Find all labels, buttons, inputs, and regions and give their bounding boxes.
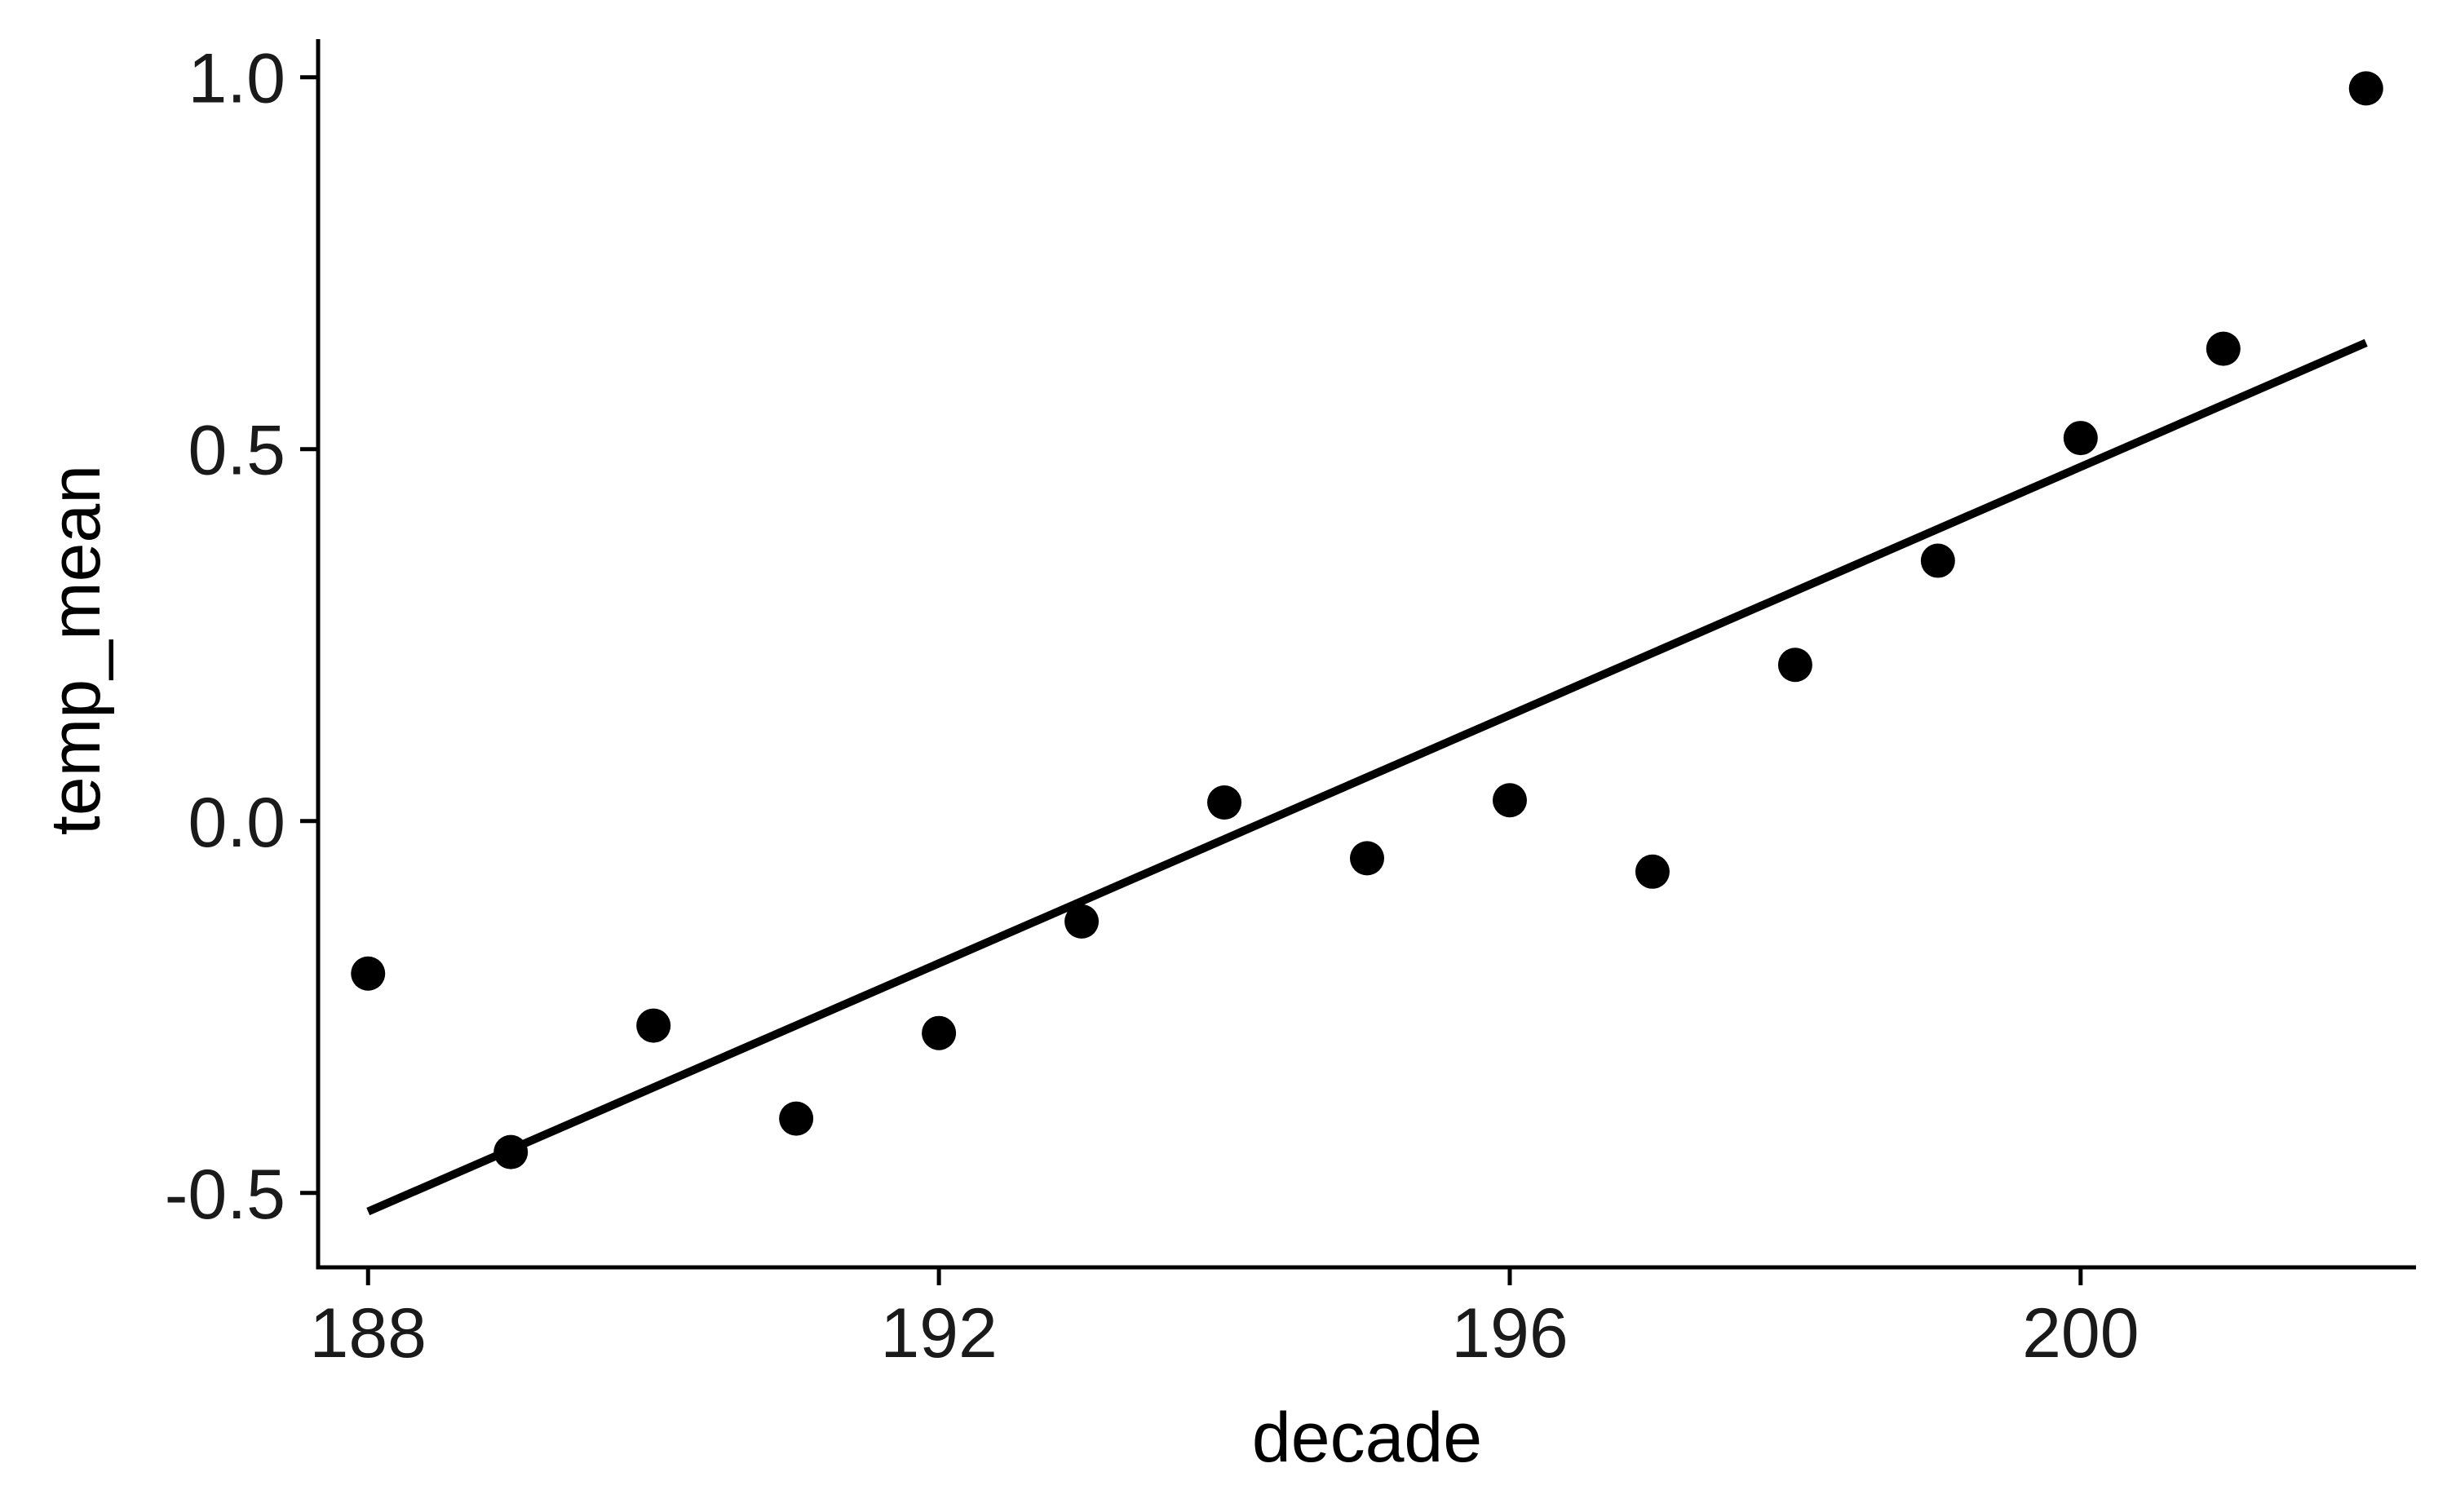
y-tick-label: -0.5 — [165, 1156, 285, 1234]
data-point — [2206, 331, 2241, 366]
data-point — [2348, 71, 2383, 106]
ticks: 188 192 196 200 -0.5 0.0 0.5 1.0 — [165, 40, 2139, 1373]
data-point — [493, 1134, 529, 1169]
x-axis-title: decade — [1252, 1399, 1482, 1477]
y-tick-label: 0.5 — [188, 412, 285, 490]
data-point — [2063, 421, 2098, 456]
y-tick-label: 0.0 — [188, 784, 285, 862]
data-point — [1064, 904, 1100, 939]
y-tick-label: 1.0 — [188, 40, 285, 118]
trend-line — [366, 338, 2368, 1216]
data-point — [1350, 841, 1384, 876]
data-point — [1920, 543, 1955, 578]
x-tick-label: 188 — [309, 1294, 427, 1373]
y-axis-title: temp_mean — [37, 465, 115, 835]
data-point — [922, 1015, 957, 1050]
data-point — [1492, 783, 1527, 818]
data-point — [779, 1101, 814, 1136]
plot-area — [351, 71, 2383, 1216]
x-tick-label: 192 — [880, 1294, 998, 1373]
x-tick-label: 200 — [2022, 1294, 2139, 1373]
axes — [316, 39, 2416, 1270]
data-point — [351, 956, 386, 991]
x-tick-label: 196 — [1451, 1294, 1569, 1373]
data-point — [1635, 854, 1670, 889]
data-point — [636, 1008, 671, 1043]
data-point — [1207, 785, 1242, 820]
data-point — [1777, 648, 1812, 683]
